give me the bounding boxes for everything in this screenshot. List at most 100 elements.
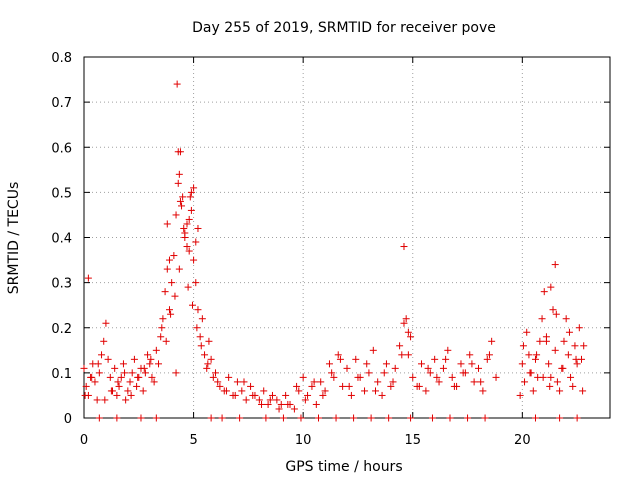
data-point [231,391,239,399]
data-point [84,274,92,282]
data-point [556,414,564,422]
data-point [448,373,456,381]
data-point [562,315,570,323]
data-point [533,351,541,359]
data-point [194,224,202,232]
data-point [551,346,559,354]
data-point [347,391,355,399]
data-point [519,342,527,350]
data-point [345,382,353,390]
x-tick-label: 10 [295,433,312,448]
data-point [350,414,358,422]
data-point [82,382,90,390]
data-point [262,414,270,422]
data-point [277,400,285,408]
data-point [521,378,529,386]
data-point [371,387,379,395]
data-point [435,378,443,386]
data-point [179,193,187,201]
data-point [167,310,175,318]
data-point [538,315,546,323]
data-point [146,360,154,368]
data-point [193,324,201,332]
data-point [409,373,417,381]
data-point [264,400,272,408]
data-point [559,364,567,372]
data-point [260,387,268,395]
data-point [255,396,263,404]
x-tick-label: 0 [80,433,88,448]
data-point [439,364,447,372]
data-point [207,355,215,363]
data-point [130,355,138,363]
data-point [483,355,491,363]
data-point [133,382,141,390]
data-point [161,288,169,296]
data-point [81,391,89,399]
data-point [98,351,106,359]
data-point [442,355,450,363]
data-point [422,387,430,395]
data-point [304,391,312,399]
data-point [185,215,193,223]
data-point [404,351,412,359]
data-point [212,369,219,377]
data-point [301,396,309,404]
data-point [147,355,155,363]
data-point [121,369,129,377]
data-point [398,351,406,359]
data-point [567,373,575,381]
data-point [485,351,493,359]
data-point [325,360,333,368]
data-point [415,382,423,390]
data-point [196,333,204,341]
data-point [187,188,195,196]
data-point [293,382,301,390]
data-point [531,355,539,363]
data-point [185,247,193,255]
data-point [258,400,266,408]
data-point [391,364,399,372]
chart-title: Day 255 of 2019, SRMTID for receiver pov… [192,20,496,36]
data-point [552,310,560,318]
data-point [175,265,183,273]
data-point [418,360,426,368]
data-point [352,355,360,363]
x-axis-label: GPS time / hours [285,459,402,475]
data-point [183,243,191,251]
data-point [579,387,587,395]
data-point [444,346,452,354]
data-point [155,360,163,368]
data-point [315,414,323,422]
y-tick-label: 0.8 [51,51,72,66]
data-point [284,400,292,408]
grid-lines [84,57,610,418]
data-point [127,391,135,399]
data-point [526,369,534,377]
data-point [545,360,553,368]
data-point [201,351,209,359]
data-point [523,328,531,336]
data-point [194,306,202,314]
data-point [188,301,196,309]
data-point [198,315,206,323]
data-point [134,373,142,381]
data-point [361,387,369,395]
data-point [540,288,548,296]
data-point [569,382,577,390]
data-point [102,319,110,327]
data-point [481,414,489,422]
data-point [459,369,467,377]
data-point [168,279,176,287]
data-point [402,315,410,323]
data-point [113,414,121,422]
data-point [380,369,388,377]
data-point [310,378,318,386]
data-point [114,378,122,386]
data-point [573,360,581,368]
data-point [382,360,390,368]
data-point [407,414,415,422]
data-point [374,378,382,386]
y-tick-label: 0.1 [51,367,72,382]
